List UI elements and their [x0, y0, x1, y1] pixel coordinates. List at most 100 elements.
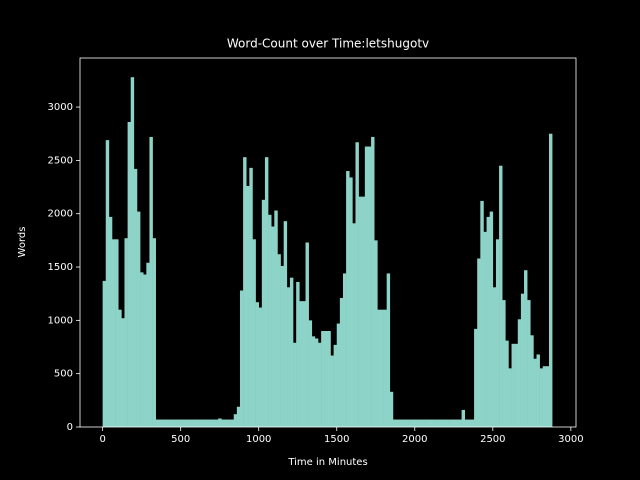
bar [349, 177, 353, 427]
bar [318, 342, 322, 427]
bar [236, 406, 241, 427]
bar [480, 200, 484, 427]
bar [274, 210, 278, 427]
bar [283, 221, 288, 427]
bar [249, 167, 253, 428]
bar [470, 419, 475, 427]
bar [477, 258, 481, 427]
y-tick-label: 2500 [48, 155, 73, 166]
bar [280, 265, 284, 427]
bar [464, 419, 469, 427]
bar [499, 165, 503, 427]
bar [271, 226, 275, 427]
bar [227, 419, 231, 427]
x-tick-label: 1500 [324, 434, 349, 445]
bar [327, 331, 331, 427]
bar [530, 335, 534, 427]
bar [548, 133, 553, 427]
bar [346, 171, 350, 427]
x-axis-label: Time in Minutes [287, 457, 367, 468]
bar [489, 211, 494, 427]
bar [545, 366, 550, 427]
bar [261, 199, 266, 427]
bar [339, 297, 344, 427]
bar [495, 239, 500, 427]
bar [171, 419, 175, 427]
bar [230, 419, 235, 427]
bar [174, 419, 178, 427]
bar [186, 419, 191, 427]
bar [136, 211, 141, 427]
bar [258, 307, 263, 427]
bar [130, 77, 135, 427]
bar [289, 277, 294, 427]
bar [358, 196, 363, 427]
bar [108, 216, 113, 427]
bar [430, 419, 434, 427]
bar [224, 419, 228, 427]
bar [193, 419, 197, 427]
bar [111, 239, 116, 427]
bar [168, 419, 172, 427]
bar [524, 270, 528, 427]
bar [374, 240, 378, 427]
bar [364, 146, 369, 427]
bar [330, 355, 334, 427]
bar [308, 320, 313, 427]
bar [445, 419, 450, 427]
y-tick-label: 1500 [48, 262, 73, 273]
bar [321, 331, 325, 427]
bar [268, 214, 272, 427]
bar [243, 157, 247, 428]
bar [527, 300, 531, 427]
x-tick-label: 0 [99, 434, 105, 445]
bar [205, 419, 210, 427]
bar [517, 319, 522, 427]
bar [221, 419, 225, 427]
bar [277, 254, 281, 427]
bar [371, 136, 375, 428]
bar [155, 419, 160, 427]
y-tick-label: 1000 [48, 315, 73, 326]
bar [211, 419, 216, 427]
bar [474, 328, 478, 427]
bar [196, 419, 200, 427]
bar [127, 121, 132, 428]
bar [149, 136, 153, 428]
bar [121, 318, 125, 427]
bar [296, 281, 300, 427]
bar [427, 419, 431, 427]
bar [402, 419, 406, 427]
bar [449, 419, 453, 427]
bar [342, 273, 347, 427]
bar [508, 368, 512, 427]
bar [383, 309, 387, 427]
bar [311, 336, 316, 427]
bar [520, 293, 525, 427]
bar [180, 419, 185, 427]
bar [361, 196, 366, 427]
bar [483, 231, 487, 427]
bar [492, 287, 497, 427]
bar [115, 239, 119, 427]
bar [324, 331, 328, 427]
x-tick-label: 500 [171, 434, 190, 445]
bar [246, 185, 250, 427]
bar [146, 262, 150, 427]
bar [542, 366, 547, 427]
y-tick-label: 2000 [48, 209, 73, 220]
bar [380, 309, 384, 427]
bar [218, 418, 222, 427]
bar [133, 168, 138, 427]
bar [533, 358, 537, 427]
bar [392, 419, 397, 427]
bar [389, 391, 394, 427]
y-axis-label: Words [17, 227, 28, 258]
bar [208, 419, 213, 427]
bar [293, 342, 297, 427]
y-tick-label: 3000 [48, 102, 73, 113]
bar [452, 419, 456, 427]
bar [399, 419, 403, 427]
bar [421, 419, 425, 427]
bar [124, 238, 128, 427]
